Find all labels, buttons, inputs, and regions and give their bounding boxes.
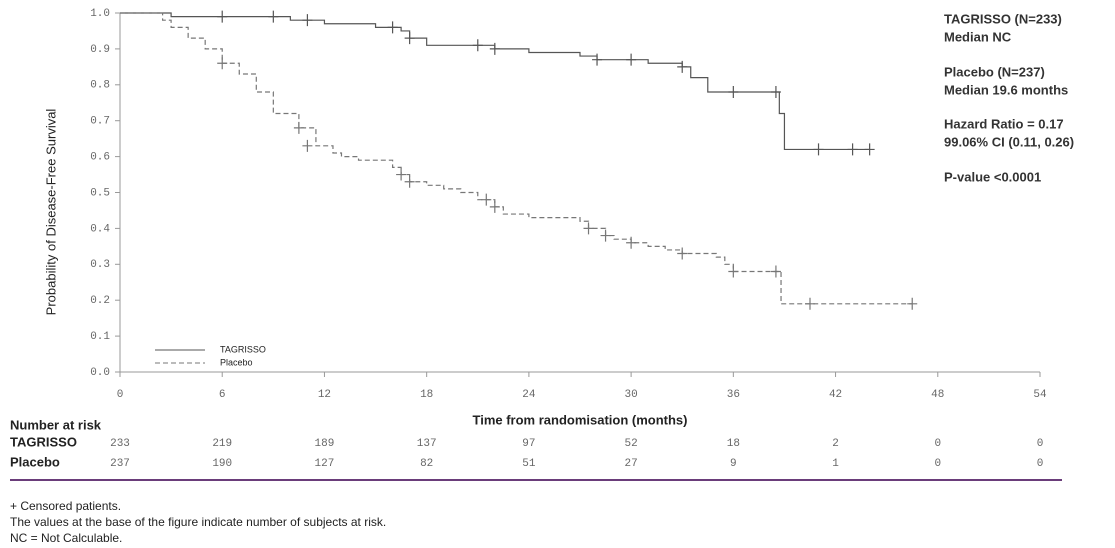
censor-mark — [217, 57, 228, 70]
x-axis-label: Time from randomisation (months) — [473, 412, 688, 427]
y-tick-label: 0.9 — [90, 44, 110, 56]
censor-mark — [583, 222, 594, 235]
censor-mark — [864, 143, 875, 156]
annotation: P-value <0.0001 — [944, 169, 1041, 184]
footnote: + Censored patients. — [10, 499, 121, 513]
x-tick-label: 42 — [829, 389, 842, 401]
y-tick-label: 0.6 — [90, 152, 110, 164]
at-risk-value: 1 — [832, 458, 839, 470]
censor-mark — [489, 42, 500, 55]
censor-mark — [626, 236, 637, 249]
at-risk-value: 27 — [625, 458, 638, 470]
censor-mark — [626, 53, 637, 66]
censor-mark — [404, 32, 415, 45]
x-tick-label: 30 — [625, 389, 638, 401]
at-risk-value: 127 — [315, 458, 335, 470]
y-tick-label: 0.3 — [90, 259, 110, 271]
annotation: 99.06% CI (0.11, 0.26) — [944, 134, 1074, 149]
y-tick-label: 0.8 — [90, 80, 110, 92]
at-risk-value: 189 — [315, 438, 335, 450]
y-tick-label: 0.1 — [90, 331, 110, 343]
censor-mark — [396, 168, 407, 181]
censor-mark — [217, 10, 228, 23]
footnote: The values at the base of the figure ind… — [10, 515, 386, 529]
at-risk-name: TAGRISSO — [10, 434, 77, 449]
at-risk-value: 97 — [522, 438, 535, 450]
at-risk-value: 51 — [522, 458, 536, 470]
censor-mark — [728, 265, 739, 278]
censor-mark — [404, 175, 415, 188]
survival-curve — [120, 12, 913, 305]
at-risk-value: 52 — [625, 438, 638, 450]
at-risk-title: Number at risk — [10, 417, 102, 432]
censor-mark — [268, 10, 279, 23]
x-tick-label: 54 — [1033, 389, 1047, 401]
censor-mark — [728, 85, 739, 98]
censor-mark — [302, 139, 313, 152]
annotation: Median 19.6 months — [944, 82, 1068, 97]
x-tick-label: 12 — [318, 389, 331, 401]
y-axis-label: Probability of Disease-Free Survival — [43, 109, 58, 316]
legend-label: TAGRISSO — [220, 344, 266, 354]
at-risk-value: 0 — [1037, 458, 1044, 470]
at-risk-value: 219 — [212, 438, 232, 450]
survival-curve — [120, 12, 870, 151]
at-risk-value: 233 — [110, 438, 130, 450]
at-risk-value: 137 — [417, 438, 437, 450]
censor-mark — [847, 143, 858, 156]
y-tick-label: 0.2 — [90, 295, 110, 307]
at-risk-value: 0 — [934, 438, 941, 450]
x-tick-label: 6 — [219, 389, 226, 401]
y-tick-label: 1.0 — [90, 8, 110, 20]
at-risk-value: 0 — [934, 458, 941, 470]
censor-mark — [592, 53, 603, 66]
x-tick-label: 18 — [420, 389, 433, 401]
y-tick-label: 0.0 — [90, 367, 110, 379]
at-risk-value: 18 — [727, 438, 740, 450]
legend-label: Placebo — [220, 357, 253, 367]
annotation: TAGRISSO (N=233) — [944, 11, 1062, 26]
x-tick-label: 24 — [522, 389, 536, 401]
at-risk-value: 0 — [1037, 438, 1044, 450]
annotation: Hazard Ratio = 0.17 — [944, 116, 1064, 131]
at-risk-value: 9 — [730, 458, 737, 470]
censor-mark — [813, 143, 824, 156]
footnote: NC = Not Calculable. — [10, 531, 122, 545]
censor-mark — [770, 85, 781, 98]
y-tick-label: 0.7 — [90, 116, 110, 128]
x-tick-label: 48 — [931, 389, 944, 401]
y-tick-label: 0.5 — [90, 187, 110, 199]
censor-mark — [472, 39, 483, 52]
censor-mark — [805, 297, 815, 310]
at-risk-name: Placebo — [10, 454, 60, 469]
x-tick-label: 0 — [117, 389, 124, 401]
x-tick-label: 36 — [727, 389, 740, 401]
censor-mark — [302, 14, 313, 27]
censor-mark — [677, 60, 688, 73]
at-risk-value: 2 — [832, 438, 839, 450]
censor-mark — [770, 265, 781, 278]
annotation: Placebo (N=237) — [944, 64, 1045, 79]
at-risk-value: 82 — [420, 458, 433, 470]
censor-mark — [481, 193, 492, 206]
at-risk-value: 237 — [110, 458, 130, 470]
annotation: Median NC — [944, 29, 1012, 44]
censor-mark — [907, 297, 918, 310]
censor-mark — [489, 200, 500, 213]
censor-mark — [600, 229, 611, 242]
at-risk-value: 190 — [212, 458, 232, 470]
y-tick-label: 0.4 — [90, 223, 110, 235]
censor-mark — [677, 247, 688, 260]
censor-mark — [387, 21, 398, 34]
censor-mark — [293, 121, 304, 134]
